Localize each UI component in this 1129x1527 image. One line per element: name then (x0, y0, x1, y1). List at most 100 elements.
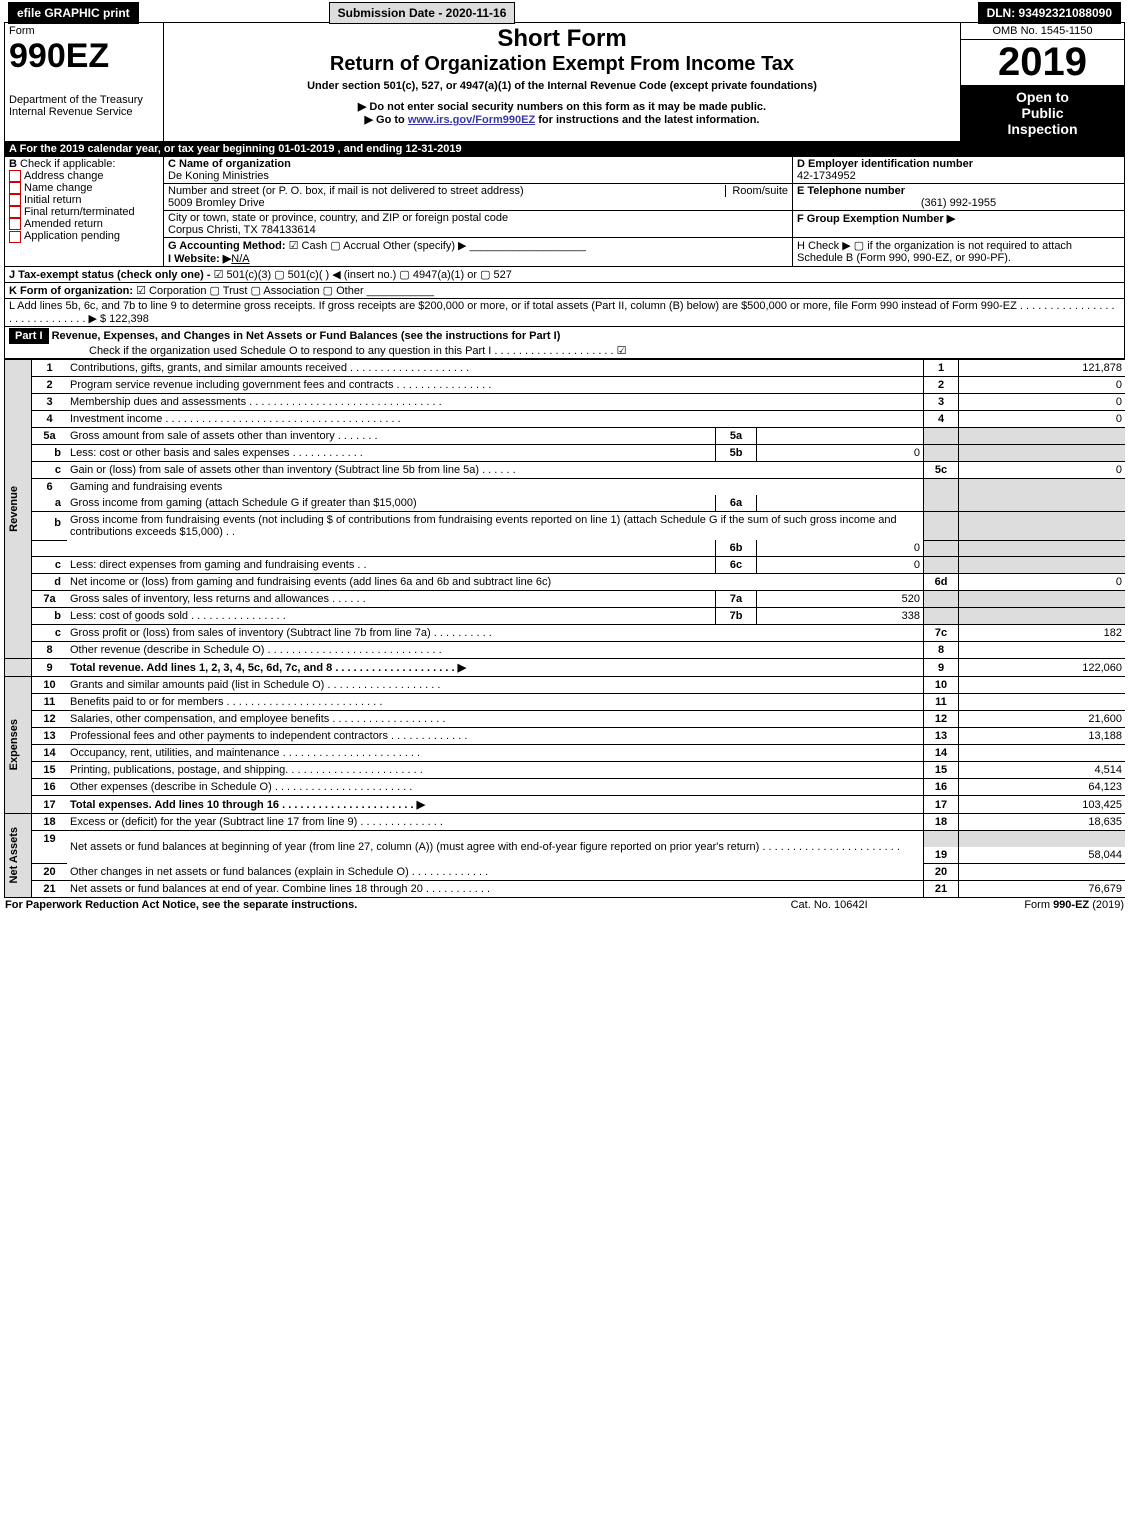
line2-value: 0 (959, 377, 1126, 394)
dln-label: DLN: 93492321088090 (978, 2, 1121, 24)
line11-text: Benefits paid to or for members . . . . … (67, 694, 924, 711)
footer-left: For Paperwork Reduction Act Notice, see … (5, 899, 357, 911)
line6a-value (757, 495, 924, 512)
top-bar: efile GRAPHIC print Submission Date - 20… (4, 4, 1125, 22)
cb-app-pending[interactable] (9, 231, 21, 243)
partI-title: Part I (9, 328, 49, 344)
line1-value: 121,878 (959, 360, 1126, 377)
open-inspection-box: Open to Public Inspection (961, 85, 1124, 141)
line4-value: 0 (959, 411, 1126, 428)
line13-value: 13,188 (959, 728, 1126, 745)
line20-text: Other changes in net assets or fund bala… (67, 864, 924, 881)
line4-text: Investment income . . . . . . . . . . . … (67, 411, 924, 428)
note-goto-pre: ▶ Go to (365, 114, 408, 126)
form-word: Form (9, 25, 159, 37)
city-label: City or town, state or province, country… (168, 212, 508, 224)
partI-check: Check if the organization used Schedule … (9, 345, 627, 357)
line6c-value: 0 (757, 557, 924, 574)
line3-value: 0 (959, 394, 1126, 411)
line21-value: 76,679 (959, 881, 1126, 898)
line12-value: 21,600 (959, 711, 1126, 728)
tax-year: 2019 (961, 40, 1124, 85)
partI-heading: Revenue, Expenses, and Changes in Net As… (52, 330, 561, 342)
line18-value: 18,635 (959, 814, 1126, 831)
line16-value: 64,123 (959, 779, 1126, 796)
line14-text: Occupancy, rent, utilities, and maintena… (67, 745, 924, 762)
note-goto-post: for instructions and the latest informat… (535, 114, 759, 126)
line6d-text: Net income or (loss) from gaming and fun… (67, 574, 924, 591)
dept-treasury: Department of the Treasury (9, 94, 159, 106)
line6c-text: Less: direct expenses from gaming and fu… (67, 557, 716, 574)
omb-number: OMB No. 1545-1150 (961, 23, 1125, 40)
dept-irs: Internal Revenue Service (9, 106, 159, 118)
line5b-value: 0 (757, 445, 924, 462)
street-address: 5009 Bromley Drive (168, 197, 265, 209)
efile-print-button[interactable]: efile GRAPHIC print (8, 2, 139, 24)
line10-text: Grants and similar amounts paid (list in… (67, 677, 924, 694)
cb-name-change[interactable] (9, 182, 21, 194)
side-expenses: Expenses (8, 719, 20, 770)
line18-text: Excess or (deficit) for the year (Subtra… (67, 814, 924, 831)
cb-final-return[interactable] (9, 206, 21, 218)
form-header: Form 990EZ Department of the Treasury In… (4, 22, 1125, 142)
boxB-label: Check if applicable: (20, 158, 115, 170)
boxF-label: F Group Exemption Number ▶ (797, 213, 955, 225)
line6b-value: 0 (757, 540, 924, 557)
boxJ-opts: ☑ 501(c)(3) ▢ 501(c)( ) ◀ (insert no.) ▢… (214, 269, 512, 281)
line5b-text: Less: cost or other basis and sales expe… (67, 445, 716, 462)
line9-value: 122,060 (959, 659, 1126, 677)
boxG-label: G Accounting Method: (168, 240, 286, 252)
line7c-value: 182 (959, 625, 1126, 642)
telephone: (361) 992-1955 (797, 197, 1120, 209)
line10-value (959, 677, 1126, 694)
side-netassets: Net Assets (8, 827, 20, 883)
line17-value: 103,425 (959, 796, 1126, 814)
line5a-text: Gross amount from sale of assets other t… (67, 428, 716, 445)
line6b-text: Gross income from fundraising events (no… (67, 512, 924, 541)
title-return: Return of Organization Exempt From Incom… (168, 53, 956, 76)
side-revenue: Revenue (8, 486, 20, 532)
website: N/A (231, 253, 249, 265)
boxJ-label: J Tax-exempt status (check only one) - (9, 269, 211, 281)
submission-date-button[interactable]: Submission Date - 2020-11-16 (329, 2, 516, 24)
boxH-text: H Check ▶ ▢ if the organization is not r… (793, 238, 1125, 267)
period-line: For the 2019 calendar year, or tax year … (20, 143, 462, 155)
line14-value (959, 745, 1126, 762)
city-state-zip: Corpus Christi, TX 784133614 (168, 224, 316, 236)
line15-value: 4,514 (959, 762, 1126, 779)
form-number: 990EZ (9, 37, 159, 76)
line7b-text: Less: cost of goods sold . . . . . . . .… (67, 608, 716, 625)
line5c-text: Gain or (loss) from sale of assets other… (67, 462, 924, 479)
line3-text: Membership dues and assessments . . . . … (67, 394, 924, 411)
org-name: De Koning Ministries (168, 170, 269, 182)
part1-lines-table: Revenue 1Contributions, gifts, grants, a… (4, 359, 1125, 898)
addr-label: Number and street (or P. O. box, if mail… (168, 185, 524, 197)
footer-formid: Form 990-EZ (2019) (912, 898, 1125, 912)
boxK-label: K Form of organization: (9, 285, 133, 297)
line20-value (959, 864, 1126, 881)
title-short-form: Short Form (168, 25, 956, 53)
cb-initial-return[interactable] (9, 194, 21, 206)
line19-text: Net assets or fund balances at beginning… (67, 831, 924, 864)
boxL-text: L Add lines 5b, 6c, and 7b to line 9 to … (5, 299, 1125, 327)
line5c-value: 0 (959, 462, 1126, 479)
line19-value: 58,044 (959, 847, 1126, 864)
room-label: Room/suite (725, 185, 788, 197)
line5a-value (757, 428, 924, 445)
ein-value: 42-1734952 (797, 170, 856, 182)
line2-text: Program service revenue including govern… (67, 377, 924, 394)
line21-text: Net assets or fund balances at end of ye… (67, 881, 924, 898)
line6-text: Gaming and fundraising events (67, 479, 924, 496)
line1-text: Contributions, gifts, grants, and simila… (67, 360, 924, 377)
boxD-label: D Employer identification number (797, 158, 973, 170)
cb-address-change[interactable] (9, 170, 21, 182)
boxK-opts: ☑ Corporation ▢ Trust ▢ Association ▢ Ot… (136, 285, 364, 297)
subtitle: Under section 501(c), 527, or 4947(a)(1)… (168, 80, 956, 92)
entity-info-block: A For the 2019 calendar year, or tax yea… (4, 142, 1125, 359)
line7a-text: Gross sales of inventory, less returns a… (67, 591, 716, 608)
irs-link[interactable]: www.irs.gov/Form990EZ (408, 114, 535, 126)
footer-catno: Cat. No. 10642I (746, 898, 912, 912)
line16-text: Other expenses (describe in Schedule O) … (67, 779, 924, 796)
page-footer: For Paperwork Reduction Act Notice, see … (4, 898, 1125, 912)
cb-amended[interactable] (9, 218, 21, 230)
